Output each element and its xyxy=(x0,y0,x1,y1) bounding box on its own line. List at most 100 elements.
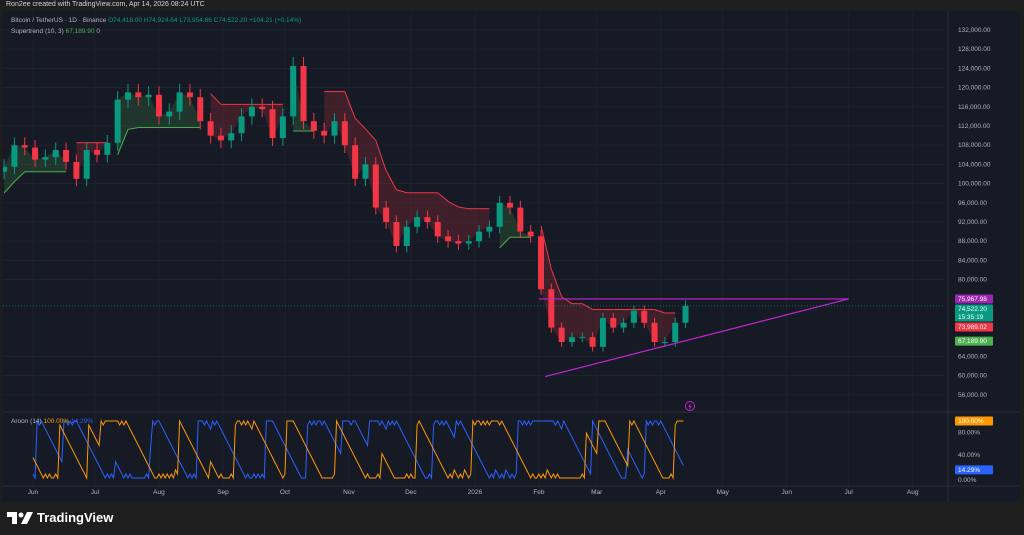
candle-body xyxy=(52,150,59,158)
supertrend-fill xyxy=(571,303,583,338)
candle-body xyxy=(145,94,152,98)
price-axis-label: 80,000.00 xyxy=(958,277,987,284)
alert-circle xyxy=(685,401,695,411)
candle-body xyxy=(403,226,410,246)
candle-body xyxy=(383,207,390,222)
candle-body xyxy=(259,106,266,110)
candle-body xyxy=(630,310,637,323)
aroon-axis-label: 80.00% xyxy=(958,429,980,436)
candle-body xyxy=(279,116,286,138)
candle-body xyxy=(465,241,472,244)
candle-body xyxy=(496,202,503,227)
candle-body xyxy=(476,231,483,242)
price-axis-label: 120,000.00 xyxy=(958,85,991,92)
candle-body xyxy=(455,241,462,244)
change-value: +104.21 (+0.14%) xyxy=(249,17,302,24)
candle-body xyxy=(207,121,214,136)
supertrend-line xyxy=(344,91,356,119)
candle-body xyxy=(372,164,379,208)
supertrend-fill xyxy=(127,92,139,130)
candle-body xyxy=(414,217,421,227)
candle-body xyxy=(517,207,524,232)
candle-body xyxy=(527,231,534,237)
candle-body xyxy=(166,111,173,117)
aroon-axis-label: 0.00% xyxy=(958,477,977,484)
price-axis-label: 60,000.00 xyxy=(958,373,987,380)
candle-body xyxy=(248,106,255,117)
aroon-up-value: 100.00% xyxy=(43,418,70,425)
supertrend-line xyxy=(561,296,573,305)
symbol-legend: Bitcoin / TetherUS · 1D · Binance O74,41… xyxy=(11,17,301,24)
price-chart[interactable]: Jun Jul Aug Sep Oct Nov Dec 2026 Feb Mar Apr May Jun… xyxy=(3,11,1020,502)
aroon-label: Aroon (14) xyxy=(11,418,42,425)
candle-body xyxy=(32,147,39,160)
price-tag: 74,522.20 xyxy=(958,306,987,313)
time-axis-label: Jul xyxy=(845,489,854,496)
price-axis-label: 88,000.00 xyxy=(958,238,987,245)
price-axis-label: 100,000.00 xyxy=(958,181,991,188)
chart-credit: Ron2ee created with TradingView.com, Apr… xyxy=(6,1,205,8)
candle-body xyxy=(641,310,648,323)
candle-body xyxy=(321,130,328,136)
price-tag-bg xyxy=(955,304,993,322)
candle-body xyxy=(186,92,193,98)
candle-body xyxy=(42,157,49,160)
price-tag-bg xyxy=(955,294,993,304)
time-axis-label: Jun xyxy=(781,489,792,496)
symbol-name: Bitcoin / TetherUS · 1D · Binance xyxy=(11,17,107,24)
candle-body xyxy=(548,289,555,328)
brand-name: TradingView xyxy=(37,510,114,525)
candle-body xyxy=(310,121,317,131)
tradingview-logo[interactable]: TradingView xyxy=(7,510,113,525)
alert-lightning-icon[interactable] xyxy=(685,401,695,411)
open-value: O74,418.00 xyxy=(108,17,143,24)
price-axis-label: 64,000.00 xyxy=(958,353,987,360)
supertrend-line xyxy=(375,140,387,171)
candle-body xyxy=(73,162,80,179)
candle-body xyxy=(155,94,162,117)
chart-panel[interactable]: Jun Jul Aug Sep Oct Nov Dec 2026 Feb Mar Apr May Jun… xyxy=(3,11,1020,502)
price-tag: 67,189.90 xyxy=(958,338,987,345)
supertrend-fill xyxy=(148,94,159,128)
supertrend-value: 67,189.90 xyxy=(65,28,95,35)
price-axis-label: 96,000.00 xyxy=(958,200,987,207)
supertrend-line xyxy=(437,192,449,202)
supertrend-extra: 0 xyxy=(96,28,100,35)
candle-body xyxy=(620,322,627,328)
supertrend-fill xyxy=(138,94,149,128)
supertrend-fill xyxy=(458,206,469,244)
candle-body xyxy=(124,92,131,100)
price-tag-bg xyxy=(955,336,993,346)
candle-body xyxy=(393,222,400,246)
candle-body xyxy=(537,236,544,290)
aroon-tag-bg xyxy=(955,416,993,426)
supertrend-fill xyxy=(479,208,490,232)
candle-body xyxy=(104,142,111,155)
candle-body xyxy=(331,121,338,136)
price-axis-label: 132,000.00 xyxy=(958,27,991,34)
candle-body xyxy=(3,166,8,172)
candle-body xyxy=(114,99,121,143)
time-axis-label: Sep xyxy=(217,489,229,496)
time-axis-label: Mar xyxy=(591,489,603,496)
candle-body xyxy=(290,66,297,117)
candle-body xyxy=(341,121,348,146)
price-tag-bg xyxy=(955,322,993,332)
supertrend-label: Supertrend (10, 3) xyxy=(11,28,64,35)
supertrend-line xyxy=(499,236,511,249)
time-axis-label: May xyxy=(717,489,730,496)
supertrend-line xyxy=(127,127,139,130)
supertrend-line xyxy=(365,128,377,141)
supertrend-line xyxy=(458,206,469,210)
candle-body xyxy=(589,337,596,347)
time-axis-label: Jul xyxy=(91,489,100,496)
price-axis-label: 92,000.00 xyxy=(958,219,987,226)
candle-body xyxy=(217,135,224,141)
candle-body xyxy=(672,322,679,342)
supertrend-line xyxy=(354,117,366,130)
candle-body xyxy=(94,150,101,155)
candle-body xyxy=(228,133,235,141)
price-axis-label: 104,000.00 xyxy=(958,161,991,168)
supertrend-legend[interactable]: Supertrend (10, 3) 67,189.90 0 xyxy=(11,28,100,35)
aroon-legend[interactable]: Aroon (14) 100.00% 14.29% xyxy=(11,418,93,425)
